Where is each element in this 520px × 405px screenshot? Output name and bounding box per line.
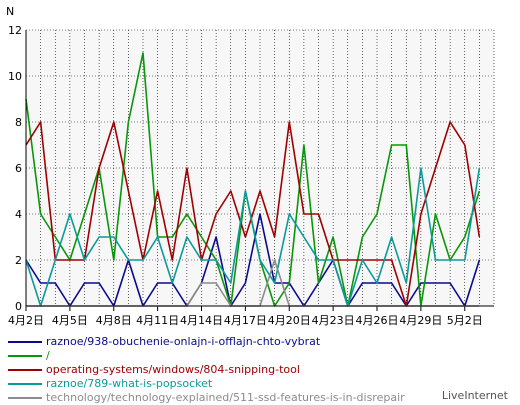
legend-swatch: [8, 341, 42, 343]
x-tick-label: 4月26日: [356, 314, 399, 327]
legend-swatch: [8, 355, 42, 357]
legend-label: technology/technology-explained/511-ssd-…: [46, 391, 405, 404]
x-tick-label: 4月14日: [180, 314, 223, 327]
x-axis-ticks: 4月2日 4月5日 4月8日 4月11日 4月14日 4月17日 4月20日 4月23日 4月2…: [8, 306, 483, 327]
y-tick-label: 0: [15, 300, 22, 313]
legend-label: raznoe/938-obuchenie-onlajn-i-offlajn-ch…: [46, 335, 321, 348]
y-axis-label: N: [6, 5, 14, 18]
y-tick-label: 4: [15, 208, 22, 221]
x-tick-label: 4月17日: [224, 314, 267, 327]
legend-swatch: [8, 397, 42, 399]
legend-swatch: [8, 369, 42, 371]
y-tick-label: 10: [8, 70, 22, 83]
series-line-3: [25, 121, 481, 307]
y-tick-label: 2: [15, 254, 22, 267]
legend-swatch: [8, 383, 42, 385]
x-tick-label: 4月2日: [8, 314, 44, 327]
legend-label: operating-systems/windows/804-snipping-t…: [46, 363, 300, 376]
legend-label: raznoe/789-what-is-popsocket: [46, 377, 213, 390]
x-tick-label: 4月5日: [52, 314, 88, 327]
watermark: LiveInternet: [441, 389, 508, 402]
x-tick-label: 4月11日: [136, 314, 179, 327]
x-tick-label: 4月23日: [312, 314, 355, 327]
x-tick-label: 4月8日: [96, 314, 132, 327]
y-tick-label: 12: [8, 24, 22, 37]
series-line-4: [25, 167, 481, 307]
y-tick-label: 6: [15, 162, 22, 175]
x-tick-label: 5月2日: [447, 314, 483, 327]
legend-label: /: [46, 349, 50, 362]
y-tick-label: 8: [15, 116, 22, 129]
series-line-1: [25, 213, 481, 307]
y-axis-ticks: 0 2 4 6 8 10 12: [8, 24, 22, 313]
x-tick-label: 4月20日: [268, 314, 311, 327]
x-tick-label: 4月29日: [399, 314, 442, 327]
